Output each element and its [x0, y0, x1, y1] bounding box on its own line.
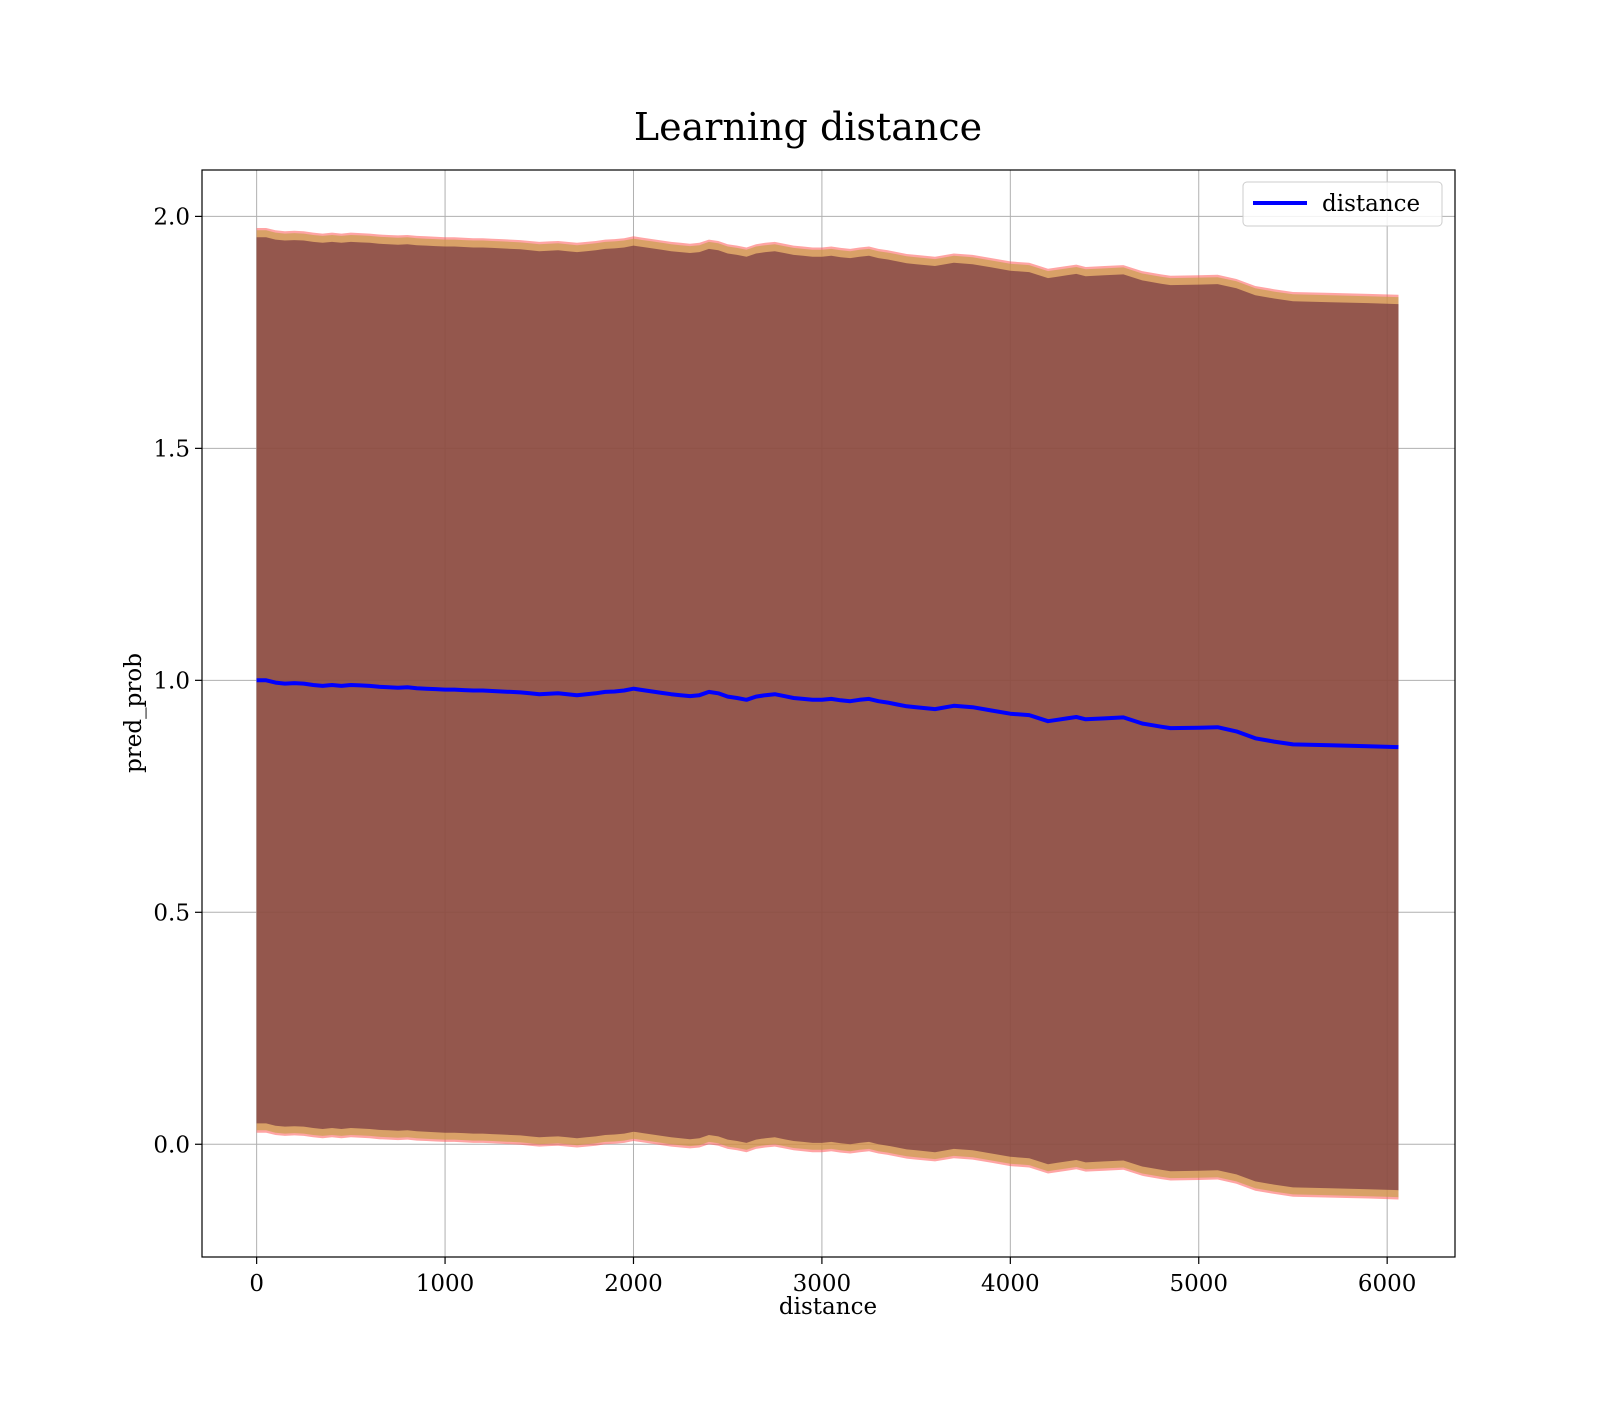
series-line-distance: [256, 678, 1399, 750]
series-layer: [256, 678, 1399, 750]
legend-box: [1242, 181, 1443, 227]
x-tick-label: 1000: [416, 1271, 475, 1297]
x-tick-label: 2000: [604, 1271, 663, 1297]
legend: distance: [1242, 181, 1443, 227]
y-tick-label: 2.0: [153, 204, 190, 230]
band-inner: [256, 237, 1399, 1191]
chart-title: Learning distance: [634, 105, 982, 149]
y-axis-ticks: 0.0 0.5 1.0 1.5 2.0: [153, 204, 202, 1158]
y-tick-label: 0.5: [153, 900, 190, 926]
x-tick-label: 3000: [793, 1271, 852, 1297]
x-tick-label: 4000: [981, 1271, 1040, 1297]
y-axis-label: pred_prob: [121, 653, 147, 773]
x-tick-label: 5000: [1169, 1271, 1228, 1297]
uncertainty-band: [256, 228, 1399, 1200]
plot-frame: [201, 169, 1456, 1258]
legend-label: distance: [1322, 191, 1420, 217]
x-axis-label: distance: [779, 1294, 877, 1320]
x-tick-label: 0: [249, 1271, 264, 1297]
x-tick-label: 6000: [1358, 1271, 1417, 1297]
x-axis-ticks: 0 1000 2000 3000 4000 5000 6000: [249, 1257, 1416, 1297]
y-tick-label: 1.5: [153, 436, 190, 462]
y-tick-label: 1.0: [153, 668, 190, 694]
y-tick-label: 0.0: [153, 1132, 190, 1158]
